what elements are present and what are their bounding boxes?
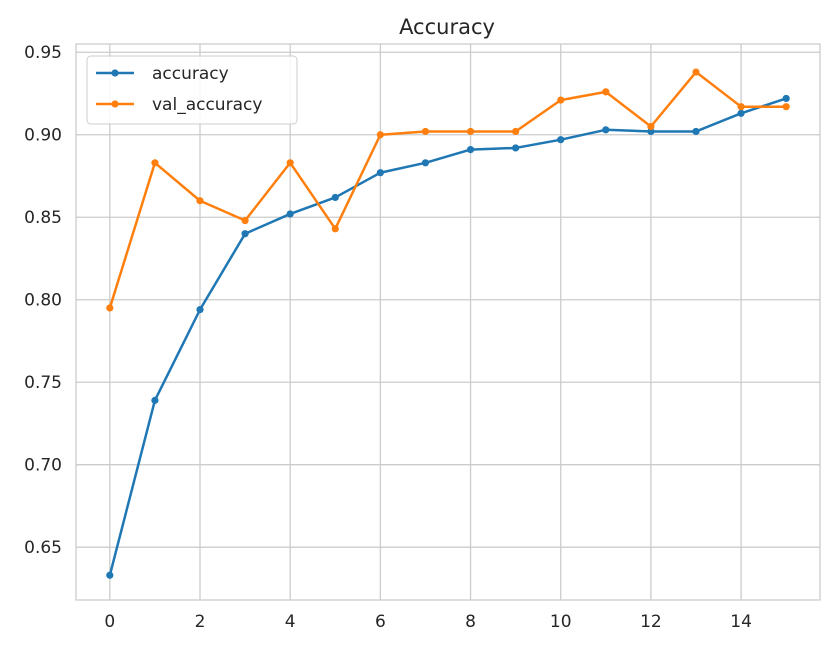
y-tick-label: 0.95 (24, 43, 62, 63)
x-tick-label: 14 (730, 612, 752, 632)
x-tick-label: 10 (550, 612, 572, 632)
data-point-accuracy (241, 230, 249, 238)
y-axis-tick-labels: 0.65 0.70 0.75 0.80 0.85 0.90 0.95 (24, 43, 62, 558)
x-tick-label: 6 (375, 612, 386, 632)
grid (76, 44, 820, 600)
data-point-accuracy (647, 127, 655, 136)
data-point-val-accuracy (557, 96, 565, 104)
y-tick-label: 0.80 (24, 291, 62, 311)
data-point-accuracy (466, 145, 475, 154)
series-line-val-accuracy (108, 70, 788, 310)
data-point-accuracy (151, 396, 159, 404)
legend-label-accuracy: accuracy (152, 64, 229, 84)
data-point-accuracy (512, 144, 520, 152)
y-tick-label: 0.85 (24, 208, 62, 228)
plot-area-frame (75, 43, 821, 601)
x-tick-label: 2 (195, 612, 206, 632)
data-point-accuracy (106, 571, 114, 579)
data-point-val-accuracy (466, 127, 475, 136)
data-point-accuracy (421, 159, 430, 167)
x-axis-tick-labels: 0 2 4 6 8 10 12 14 (104, 612, 752, 632)
x-tick-label: 0 (104, 612, 115, 632)
data-point-val-accuracy (151, 159, 159, 167)
data-point-accuracy (737, 109, 745, 117)
series-lines (106, 68, 790, 579)
data-point-val-accuracy (782, 103, 790, 111)
x-tick-label: 4 (285, 612, 296, 632)
data-point-val-accuracy (376, 131, 384, 139)
legend: accuracy val_accuracy (86, 55, 298, 125)
data-point-accuracy (286, 210, 294, 218)
data-point-val-accuracy (602, 88, 610, 96)
legend-box (86, 55, 298, 125)
data-point-val-accuracy (331, 225, 339, 233)
data-point-accuracy (331, 193, 339, 202)
legend-marker-val-accuracy (111, 100, 119, 108)
x-tick-label: 8 (465, 612, 476, 632)
series-accuracy (106, 94, 790, 579)
data-point-val-accuracy (512, 127, 520, 136)
y-tick-label: 0.75 (24, 373, 62, 393)
data-point-val-accuracy (196, 197, 204, 205)
data-point-val-accuracy (647, 122, 655, 131)
series-line-accuracy (108, 97, 788, 577)
data-point-val-accuracy (692, 68, 700, 76)
y-tick-label: 0.65 (24, 538, 62, 558)
series-val-accuracy (106, 68, 790, 312)
data-point-accuracy (376, 169, 384, 177)
y-tick-label: 0.70 (24, 456, 62, 476)
data-point-val-accuracy (286, 159, 294, 167)
data-point-val-accuracy (106, 304, 114, 312)
x-tick-label: 12 (640, 612, 662, 632)
chart-title: Accuracy (399, 15, 495, 39)
data-point-accuracy (692, 127, 700, 136)
data-point-accuracy (557, 136, 565, 144)
data-point-accuracy (602, 126, 610, 134)
data-point-val-accuracy (421, 127, 430, 136)
data-point-val-accuracy (241, 216, 249, 225)
y-tick-label: 0.90 (24, 126, 62, 146)
legend-marker-accuracy (111, 69, 119, 77)
data-point-accuracy (196, 306, 204, 314)
legend-label-val-accuracy: val_accuracy (152, 95, 262, 115)
data-point-val-accuracy (737, 103, 745, 111)
data-point-accuracy (782, 94, 790, 103)
